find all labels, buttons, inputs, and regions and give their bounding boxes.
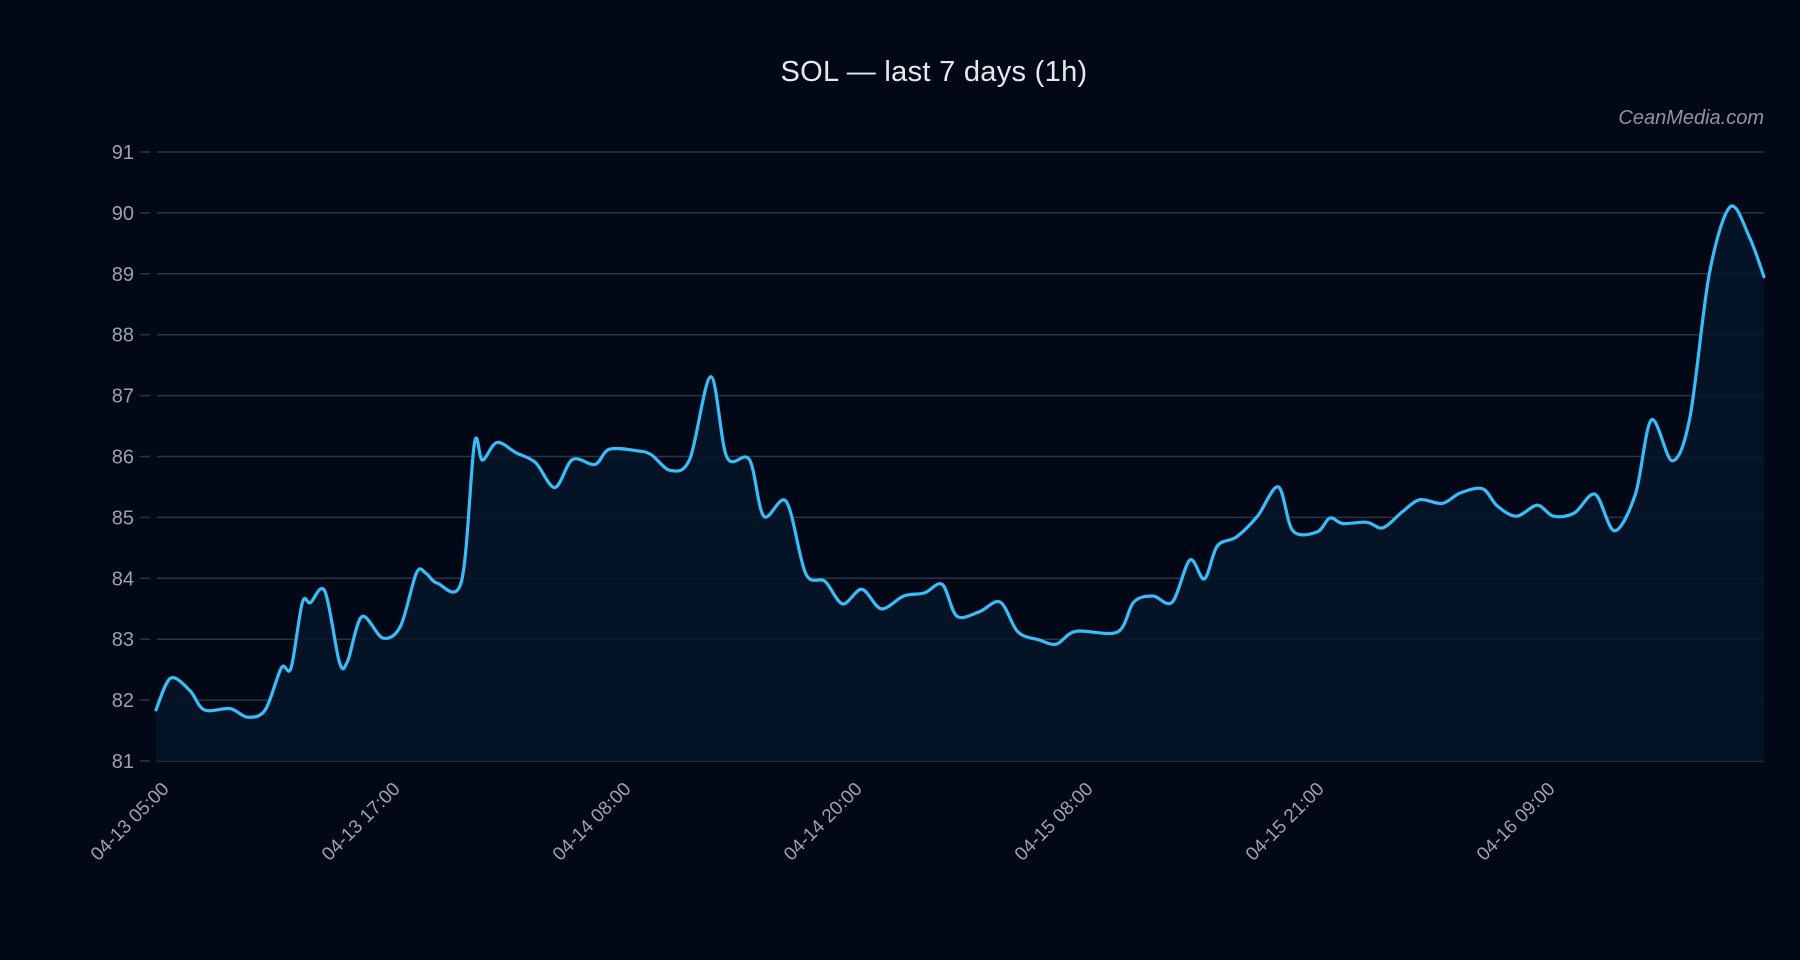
x-tick-label: 04-14 08:00 xyxy=(549,779,636,866)
y-tick-label: 88 xyxy=(112,325,134,347)
x-tick-label: 04-13 05:00 xyxy=(87,779,174,866)
y-tick-label: 85 xyxy=(112,507,134,529)
x-tick-label: 04-16 09:00 xyxy=(1473,779,1560,866)
price-line xyxy=(154,204,1766,719)
y-tick-label: 84 xyxy=(112,568,134,590)
y-tick-label: 87 xyxy=(112,386,134,408)
price-area-fill xyxy=(156,205,1764,761)
y-tick-label: 90 xyxy=(112,203,134,225)
y-tick-label: 83 xyxy=(112,629,134,651)
x-tick-label: 04-15 21:00 xyxy=(1242,779,1329,866)
y-axis: 81 82 83 84 85 86 87 88 89 90 91 xyxy=(112,142,150,773)
chart-title: SOL — last 7 days (1h) xyxy=(780,56,1088,88)
watermark: CeanMedia.com xyxy=(1618,107,1764,129)
x-tick-label: 04-14 20:00 xyxy=(780,779,867,866)
x-tick-label: 04-13 17:00 xyxy=(318,779,405,866)
x-axis: 04-13 05:00 04-13 17:00 04-14 08:00 04-14 2… xyxy=(87,779,1560,866)
y-tick-label: 82 xyxy=(112,690,134,712)
y-tick-label: 89 xyxy=(112,264,134,286)
y-tick-label: 86 xyxy=(112,447,134,469)
x-tick-label: 04-15 08:00 xyxy=(1011,779,1098,866)
y-tick-label: 91 xyxy=(112,142,134,164)
y-tick-label: 81 xyxy=(112,751,134,773)
